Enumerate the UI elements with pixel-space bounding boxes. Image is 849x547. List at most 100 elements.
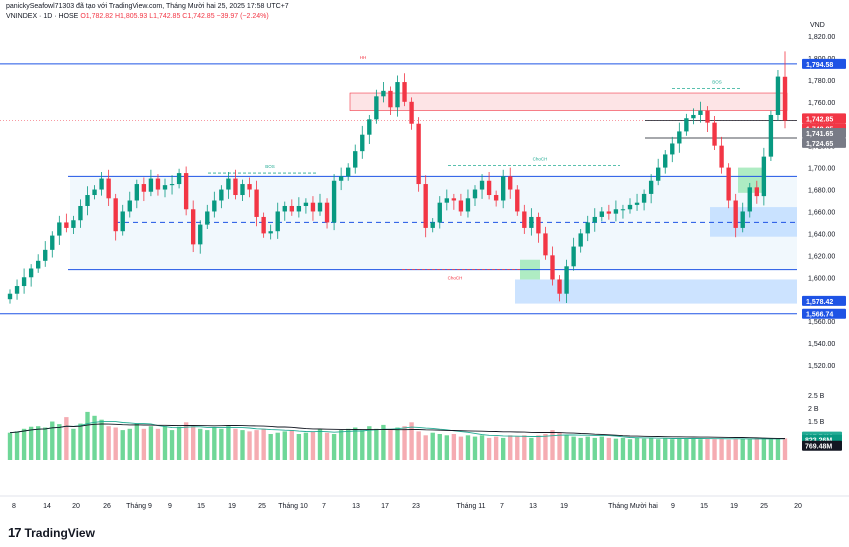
volume-bar xyxy=(648,437,654,460)
volume-bar xyxy=(705,438,710,460)
volume-label-text: 769.48M xyxy=(805,444,832,451)
candle-body xyxy=(183,173,189,210)
candle-body xyxy=(578,233,583,247)
candle-body xyxy=(317,202,323,212)
volume-bar xyxy=(50,421,55,460)
x-tick-label: 23 xyxy=(412,503,420,510)
candle-body xyxy=(684,118,689,132)
candle-body xyxy=(28,268,34,278)
candle-body xyxy=(310,202,316,212)
candle-body xyxy=(409,101,414,124)
x-tick-label: 19 xyxy=(560,503,568,510)
volume-bar xyxy=(691,438,696,460)
candle-body xyxy=(388,90,393,108)
candle-body xyxy=(747,187,752,212)
candle-body xyxy=(705,110,710,123)
candle-body xyxy=(486,180,492,196)
volume-bar xyxy=(141,428,147,460)
volume-bar xyxy=(663,438,668,460)
volume-bar xyxy=(641,438,647,460)
x-tick-label: Tháng 10 xyxy=(278,503,308,510)
x-tick-label: 25 xyxy=(760,503,768,510)
candle-body xyxy=(296,205,302,212)
volume-bar xyxy=(402,426,407,460)
volume-bar xyxy=(592,437,597,460)
candle-body xyxy=(240,184,245,196)
candle-body xyxy=(698,110,703,115)
candle-body xyxy=(479,180,485,190)
ohlc-values: O1,782.82 H1,805.93 L1,742.85 C1,742.85 … xyxy=(80,13,269,20)
candle-body xyxy=(50,235,55,250)
x-tick-label: 7 xyxy=(500,503,504,510)
volume-bar xyxy=(550,430,555,460)
volume-bar xyxy=(536,435,541,460)
candle-body xyxy=(374,96,379,120)
volume-bar xyxy=(345,428,351,460)
candle-body xyxy=(761,156,767,197)
x-tick-label: 15 xyxy=(700,503,708,510)
x-tick-label: 13 xyxy=(529,503,537,510)
candle-body xyxy=(395,82,400,108)
volume-bar xyxy=(183,422,189,460)
candle-body xyxy=(106,178,111,199)
volume-bar xyxy=(374,428,379,460)
published-caption: panickySeafowl71303 đã tạo với TradingVi… xyxy=(6,3,289,10)
volume-bar xyxy=(557,432,562,460)
candle-body xyxy=(57,222,62,236)
candle-body xyxy=(655,167,661,181)
candle-body xyxy=(254,189,259,217)
candle-body xyxy=(564,266,569,294)
candle-body xyxy=(345,167,351,177)
candle-body xyxy=(275,211,280,232)
candle-body xyxy=(613,209,619,214)
volume-bar xyxy=(367,426,372,460)
volume-bar xyxy=(226,426,231,460)
candle-body xyxy=(120,211,125,232)
candle-body xyxy=(500,176,506,201)
volume-bar xyxy=(684,438,689,460)
volume-bar xyxy=(289,430,295,460)
candle-body xyxy=(733,200,738,228)
volume-bar xyxy=(578,437,583,460)
x-tick-label: Tháng Mười hai xyxy=(608,503,658,510)
structure-break-label: ChoCH xyxy=(533,156,548,161)
volume-bar xyxy=(190,426,196,460)
candle-body xyxy=(606,211,612,214)
candle-body xyxy=(543,233,548,256)
price-label-text: 1,794.58 xyxy=(806,62,833,69)
volume-bar xyxy=(261,428,266,460)
volume-bar xyxy=(212,427,217,460)
volume-bar xyxy=(35,426,41,460)
candle-body xyxy=(205,211,210,225)
price-label-bg xyxy=(802,58,846,69)
y-tick-label: 1,660.00 xyxy=(808,209,835,216)
volume-bar xyxy=(437,434,442,460)
candle-body xyxy=(155,178,161,190)
volume-bar xyxy=(296,434,302,460)
candle-body xyxy=(261,216,266,234)
volume-label-bg xyxy=(802,440,842,451)
candle-body xyxy=(127,200,132,212)
volume-bar xyxy=(169,430,175,460)
x-tick-label: 15 xyxy=(197,503,205,510)
volume-bar xyxy=(529,437,534,460)
candle-body xyxy=(641,193,647,203)
price-label-bg xyxy=(802,113,846,124)
symbol-label: VNINDEX · 1D · HOSE xyxy=(6,13,79,20)
candle-body xyxy=(472,189,478,199)
candle-body xyxy=(282,205,287,212)
y-tick-label: 1,640.00 xyxy=(808,231,835,238)
volume-bar xyxy=(486,437,492,460)
candle-body xyxy=(726,167,731,201)
volume-bar xyxy=(205,430,210,460)
price-label-text: 1,724.65 xyxy=(806,141,833,148)
volume-bar xyxy=(747,439,752,460)
candle-body xyxy=(557,279,562,294)
candle-body xyxy=(99,178,104,190)
candle-body xyxy=(712,122,717,146)
volume-tick-label: 2 B xyxy=(808,406,819,413)
candle-body xyxy=(458,200,464,212)
y-tick-label: 1,700.00 xyxy=(808,166,835,173)
candle-body xyxy=(677,131,682,144)
